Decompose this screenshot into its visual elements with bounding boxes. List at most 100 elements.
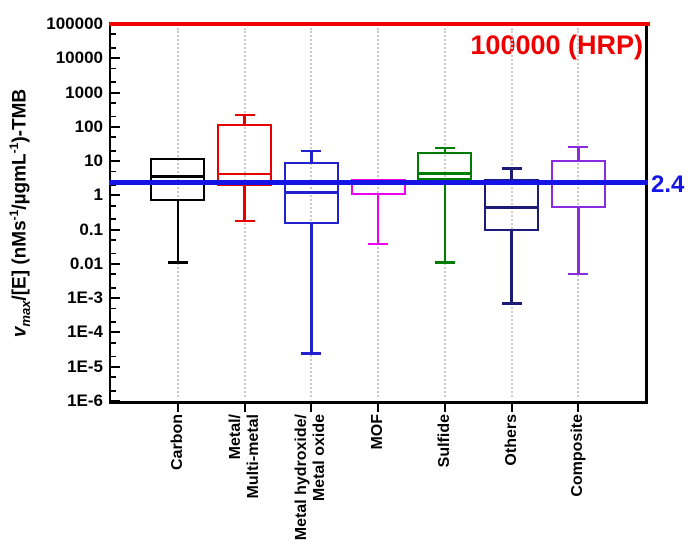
y-tick-label: 0.01: [69, 253, 103, 273]
y-major-tick: [111, 57, 120, 60]
whisker-low-line-sulfide: [443, 180, 446, 263]
y-tick-label: 10: [84, 151, 103, 171]
y-major-tick: [111, 365, 120, 368]
y-minor-tick: [111, 47, 116, 49]
y-tick-label: 1E-6: [67, 391, 103, 410]
tmb-reference-value-label: 2.4: [651, 171, 685, 198]
x-tick: [443, 403, 446, 412]
x-tick: [577, 403, 580, 412]
whisker-low-line-mof: [376, 195, 380, 245]
y-minor-tick: [111, 204, 116, 207]
whisker-high-cap-metal-multi-metal: [234, 113, 255, 117]
x-tick: [510, 403, 513, 412]
whisker-low-line-metal-hydroxide-metal-oxide: [310, 223, 313, 354]
y-tick-label: 100000: [46, 14, 103, 33]
median-line-others: [486, 206, 537, 209]
whisker-low-cap-others: [501, 302, 522, 305]
box-sulfide: [417, 152, 473, 181]
whisker-high-cap-composite: [568, 145, 589, 149]
y-tick-label: 1E-4: [67, 322, 103, 342]
gridline: [310, 28, 313, 397]
whisker-high-cap-sulfide: [434, 146, 455, 150]
box-carbon: [150, 158, 206, 201]
plot-frame-right: [645, 22, 648, 404]
y-minor-tick: [111, 286, 116, 289]
y-major-tick: [111, 331, 120, 334]
whisker-low-cap-metal-multi-metal: [234, 219, 255, 223]
whisker-high-line-others: [510, 168, 513, 179]
y-minor-tick: [111, 239, 116, 241]
median-line-sulfide: [419, 172, 471, 175]
reference-line-hrp: [108, 21, 650, 27]
y-minor-tick: [111, 252, 116, 255]
whisker-low-line-others: [510, 231, 513, 304]
y-tick-label: 1: [93, 185, 103, 205]
x-tick-label-mof: MOF: [369, 414, 386, 450]
y-tick-label: 1E-3: [67, 288, 103, 308]
plot-frame-bottom: [108, 401, 648, 404]
y-minor-tick: [111, 33, 116, 36]
y-minor-tick: [111, 136, 116, 139]
y-minor-tick: [111, 376, 116, 378]
median-line-carbon: [152, 175, 204, 178]
y-major-tick: [111, 262, 120, 265]
plot-frame-left: [108, 22, 111, 404]
y-minor-tick: [111, 307, 116, 310]
x-tick-label-composite: Composite: [569, 414, 587, 497]
y-minor-tick: [111, 184, 116, 186]
reference-line-tmb: [108, 180, 648, 185]
x-tick-label-carbon: Carbon: [168, 414, 186, 470]
y-major-tick: [111, 400, 120, 402]
whisker-low-line-composite: [577, 207, 580, 275]
y-major-tick: [111, 125, 120, 128]
x-tick: [310, 403, 313, 412]
hrp-reference-annotation: 100000 (HRP): [470, 30, 643, 60]
y-minor-tick: [111, 341, 116, 344]
whisker-low-cap-composite: [568, 272, 589, 276]
box-others: [484, 178, 539, 232]
x-tick-label-metal-hydroxide-metal-oxide: Metal hydroxide/ Metal oxide: [293, 414, 329, 541]
y-minor-tick: [111, 218, 116, 221]
whisker-high-line-metal-multi-metal: [243, 115, 246, 125]
y-tick-label: 10000: [55, 48, 103, 68]
y-minor-tick: [111, 170, 116, 173]
y-tick-label: 1000: [65, 82, 103, 102]
gridline: [510, 28, 513, 397]
median-line-metal-hydroxide-metal-oxide: [285, 191, 337, 194]
y-minor-tick: [111, 67, 116, 70]
y-major-tick: [111, 160, 120, 163]
y-minor-tick: [111, 115, 116, 118]
x-tick: [176, 403, 179, 412]
y-minor-tick: [111, 355, 116, 358]
box-metal-multi-metal: [217, 124, 272, 186]
whisker-high-line-sulfide: [443, 148, 446, 153]
whisker-low-line-metal-multi-metal: [243, 185, 246, 221]
y-major-tick: [111, 228, 120, 231]
y-major-tick: [111, 91, 120, 94]
y-minor-tick: [111, 321, 116, 324]
whisker-high-cap-metal-hydroxide-metal-oxide: [301, 149, 322, 153]
whisker-low-cap-mof: [368, 242, 388, 246]
y-minor-tick: [111, 273, 116, 276]
y-tick-label: 100: [74, 116, 103, 136]
y-tick-label: 1E-5: [67, 356, 103, 376]
box-mof: [350, 178, 406, 196]
whisker-low-cap-metal-hydroxide-metal-oxide: [301, 352, 322, 355]
y-minor-tick: [111, 389, 116, 392]
y-major-tick: [111, 297, 120, 300]
x-tick: [243, 403, 246, 412]
y-minor-tick: [111, 149, 116, 152]
whisker-low-cap-sulfide: [434, 261, 455, 264]
median-line-metal-multi-metal: [219, 172, 270, 176]
x-tick-label-metal-multi-metal: Metal/ Multi-metal: [226, 414, 262, 499]
x-tick-label-sulfide: Sulfide: [435, 414, 453, 468]
x-tick-label-others: Others: [502, 414, 520, 466]
y-tick-label: 0.1: [79, 219, 103, 239]
box-metal-hydroxide-metal-oxide: [283, 161, 339, 224]
whisker-low-line-carbon: [176, 200, 179, 263]
whisker-high-line-composite: [577, 146, 580, 160]
y-minor-tick: [111, 81, 116, 84]
y-major-tick: [111, 194, 120, 197]
whisker-low-cap-carbon: [167, 261, 188, 264]
